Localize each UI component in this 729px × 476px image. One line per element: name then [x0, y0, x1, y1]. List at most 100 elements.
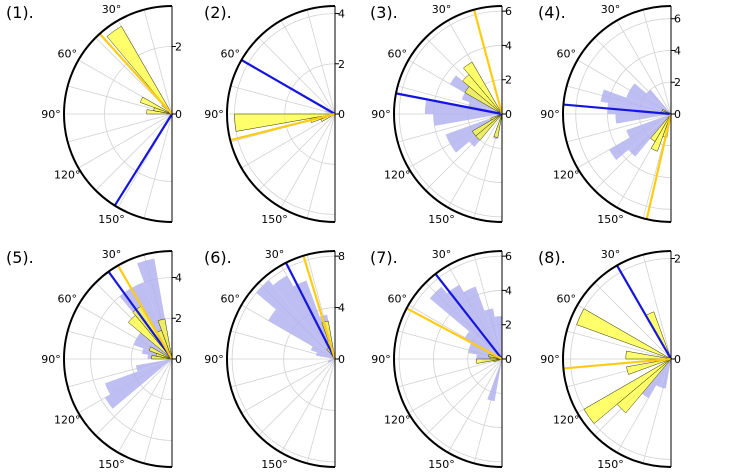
angle-tick-label: 120°	[553, 414, 580, 427]
radial-gridline	[397, 358, 503, 388]
radius-tick-label: 4	[505, 39, 512, 52]
outer-arc	[562, 250, 672, 468]
radial-gridline	[78, 358, 173, 414]
panel-label: (3).	[370, 3, 398, 22]
blue-bar	[256, 280, 335, 359]
radius-tick-label: 0	[175, 353, 182, 366]
angle-tick-label: 150°	[428, 213, 455, 226]
outer-arc	[226, 250, 336, 468]
yellow-bar	[127, 314, 173, 360]
blue-bar	[445, 114, 502, 144]
radius-tick-label: 4	[338, 302, 345, 315]
radius-tick-label: 4	[338, 8, 345, 21]
radial-gridline	[67, 113, 173, 143]
radial-gridline	[408, 358, 503, 414]
radius-tick-label: 4	[674, 44, 681, 57]
radius-tick-label: 4	[175, 271, 182, 284]
angle-tick-label: 60°	[556, 293, 576, 306]
radius-tick-label: 0	[175, 108, 182, 121]
yellow-direction-line	[472, 9, 504, 115]
angle-tick-label: 150°	[261, 213, 288, 226]
radial-gridline	[95, 358, 173, 436]
angle-tick-label: 150°	[261, 458, 288, 471]
yellow-direction-line	[406, 307, 503, 360]
yellow-bar	[493, 113, 503, 138]
yellow-bar	[616, 358, 672, 414]
radial-gridline	[425, 358, 503, 436]
radius-gridline	[104, 46, 173, 182]
angle-tick-label: 30°	[601, 248, 621, 261]
panel-6: (6). 0 4 8 30° 60° 90° 150°	[204, 248, 345, 471]
yellow-bar	[148, 346, 173, 360]
angle-tick-label: 60°	[57, 48, 77, 61]
radial-gridline	[241, 113, 336, 169]
radial-gridline	[143, 358, 173, 464]
blue-bar	[433, 114, 502, 126]
yellow-bar	[151, 355, 173, 360]
panel-7: (7). 0 2 4 6 30° 60° 90° 120° 150°	[370, 248, 512, 471]
panel-label: (8).	[538, 248, 566, 267]
radius-tick-label: 0	[674, 108, 681, 121]
angle-tick-label: 150°	[428, 458, 455, 471]
blue-bar	[655, 359, 671, 388]
angle-tick-label: 90°	[204, 353, 224, 366]
angle-tick-label: 60°	[387, 48, 407, 61]
blue-bar	[327, 359, 335, 363]
angle-tick-label: 90°	[204, 108, 224, 121]
blue-direction-line	[107, 270, 173, 360]
yellow-bar	[234, 113, 336, 132]
radius-tick-label: 2	[505, 74, 512, 87]
panel-8: (8). 0 2 30° 60° 90° 120° 150°	[538, 248, 681, 471]
outer-arc	[63, 250, 173, 468]
yellow-bar	[626, 358, 672, 375]
angle-tick-label: 30°	[432, 3, 452, 16]
blue-bar	[646, 89, 671, 114]
panel-label: (5).	[6, 248, 34, 267]
radius-tick-label: 8	[338, 250, 345, 263]
angle-tick-label: 120°	[54, 414, 81, 427]
outer-arc	[63, 5, 173, 223]
panel-label: (1).	[6, 3, 34, 22]
radius-gridline	[570, 258, 672, 460]
radial-gridline	[258, 113, 336, 191]
blue-bar	[615, 114, 671, 124]
blue-bar	[461, 92, 502, 114]
radial-gridline	[447, 113, 503, 208]
outer-arc	[393, 5, 503, 223]
radial-gridline	[566, 113, 672, 143]
yellow-bar	[139, 96, 173, 115]
angle-tick-label: 60°	[387, 293, 407, 306]
yellow-bar	[650, 113, 672, 152]
radial-gridline	[577, 113, 672, 169]
radius-tick-label: 6	[505, 250, 512, 263]
outer-arc	[226, 5, 336, 223]
radial-gridline	[447, 358, 503, 453]
angle-tick-label: 120°	[384, 169, 411, 182]
radial-gridline	[95, 113, 173, 191]
panel-2: (2). 0 2 4 60° 90° 150°	[204, 3, 345, 226]
radial-gridline	[280, 20, 336, 115]
yellow-bar	[106, 25, 173, 115]
blue-direction-line	[240, 59, 336, 115]
panel-label: (2).	[204, 3, 232, 22]
yellow-bar	[463, 61, 503, 115]
blue-bar	[136, 332, 172, 359]
angle-tick-label: 150°	[98, 213, 125, 226]
radial-gridline	[258, 358, 336, 436]
radius-gridline	[398, 10, 503, 218]
radial-gridline	[616, 20, 672, 115]
angle-tick-label: 30°	[102, 248, 122, 261]
radial-gridline	[280, 358, 336, 453]
yellow-bar	[462, 74, 503, 115]
radial-gridline	[642, 254, 672, 360]
radius-tick-label: 2	[175, 312, 182, 325]
yellow-bar	[576, 308, 672, 360]
radial-gridline	[230, 85, 336, 115]
blue-bar	[660, 359, 671, 389]
blue-bar	[468, 102, 502, 114]
blue-direction-line	[563, 103, 672, 116]
radial-gridline	[566, 330, 672, 360]
radius-tick-label: 2	[674, 76, 681, 89]
blue-bar	[629, 83, 671, 114]
radius-tick-label: 6	[674, 13, 681, 26]
